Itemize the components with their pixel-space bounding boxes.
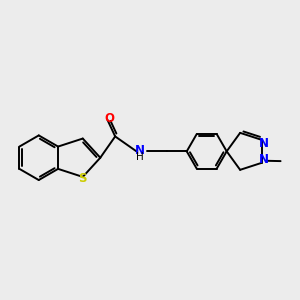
Text: N: N bbox=[135, 144, 145, 157]
Text: O: O bbox=[104, 112, 114, 125]
Text: S: S bbox=[79, 172, 87, 185]
Text: N: N bbox=[259, 153, 269, 166]
Text: N: N bbox=[259, 137, 269, 150]
Text: H: H bbox=[136, 152, 144, 162]
